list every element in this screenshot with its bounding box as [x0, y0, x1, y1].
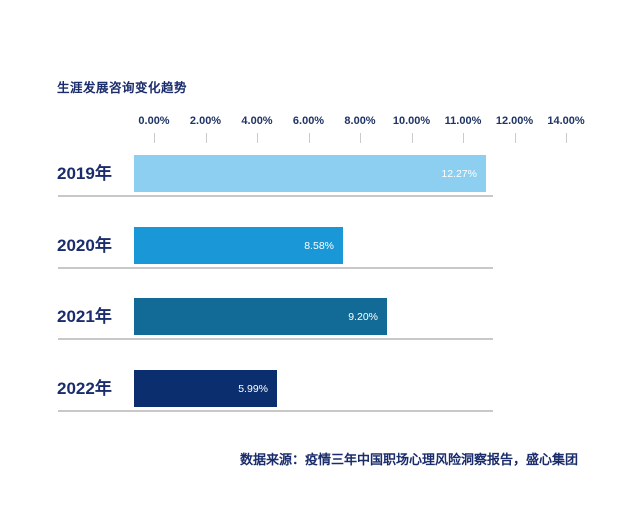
x-axis-tick-label: 4.00%	[241, 115, 273, 127]
bar-value-label: 8.58%	[304, 239, 334, 252]
x-axis-tick-label: 6.00%	[292, 115, 325, 127]
category-label-2021: 2021年	[57, 307, 112, 326]
x-axis-tick-label: 2.00%	[189, 115, 222, 127]
x-axis-tick-mark	[566, 133, 567, 143]
category-label-2022: 2022年	[57, 379, 112, 398]
category-label-2020: 2020年	[57, 236, 112, 255]
data-source-note: 数据来源：疫情三年中国职场心理风险洞察报告，盛心集团	[239, 452, 578, 467]
x-axis-tick-label: 8.00%	[344, 115, 376, 127]
row-separator	[58, 267, 493, 269]
row-separator	[58, 338, 493, 340]
bar-2019: 12.27%	[134, 155, 486, 192]
chart-title: 生涯发展咨询变化趋势	[57, 81, 188, 95]
bar-value-label: 9.20%	[348, 310, 378, 323]
category-label-2019: 2019年	[57, 164, 112, 183]
bar-2020: 8.58%	[134, 227, 343, 264]
bar-value-label: 12.27%	[441, 167, 477, 180]
row-separator	[58, 195, 493, 197]
x-axis-tick-mark	[463, 133, 464, 143]
x-axis-tick-mark	[308, 133, 310, 143]
x-axis-tick-label: 10.00%	[392, 115, 431, 127]
x-axis-tick-label: 11.00%	[444, 115, 482, 127]
bar-2021: 9.20%	[134, 298, 387, 335]
bar-2022: 5.99%	[134, 370, 277, 407]
x-axis-tick-label: 14.00%	[547, 115, 585, 127]
x-axis-tick-mark	[205, 133, 207, 143]
x-axis-tick-mark	[514, 133, 516, 143]
x-axis-tick-label: 0.00%	[138, 115, 170, 127]
row-separator	[58, 410, 493, 412]
x-axis-tick-mark	[360, 133, 361, 143]
bar-value-label: 5.99%	[238, 382, 268, 395]
x-axis-tick-mark	[154, 133, 155, 143]
x-axis-tick-label: 12.00%	[495, 115, 534, 127]
x-axis-tick-mark	[411, 133, 413, 143]
x-axis-tick-mark	[257, 133, 258, 143]
